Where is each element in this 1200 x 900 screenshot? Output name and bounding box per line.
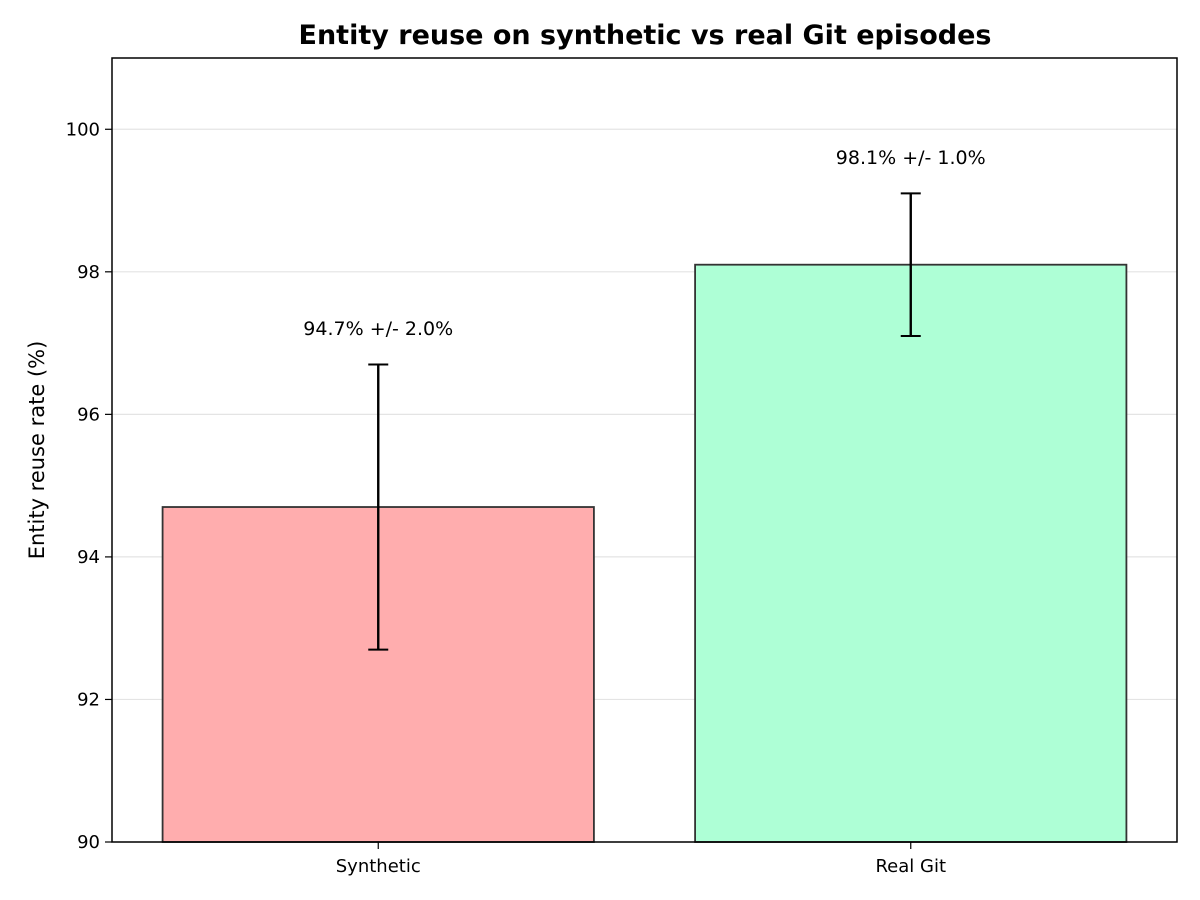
data-label: 94.7% +/- 2.0% — [303, 318, 453, 340]
y-tick-label: 94 — [77, 547, 100, 568]
y-tick-label: 92 — [77, 689, 100, 710]
y-tick-label: 90 — [77, 832, 100, 853]
x-axis-ticks: Synthetic Real Git — [336, 842, 946, 877]
bars — [161, 263, 1128, 843]
chart-title: Entity reuse on synthetic vs real Git ep… — [299, 20, 992, 51]
annotations: 94.7% +/- 2.0% 98.1% +/- 1.0% — [303, 147, 985, 340]
y-tick-label: 98 — [77, 262, 100, 283]
y-tick-label: 100 — [66, 119, 100, 140]
y-tick-label: 96 — [77, 404, 100, 425]
y-axis-ticks: 90 92 94 96 98 100 — [66, 119, 112, 853]
data-label: 98.1% +/- 1.0% — [836, 147, 986, 169]
y-axis-label: Entity reuse rate (%) — [25, 341, 49, 560]
bar — [694, 263, 1128, 843]
x-tick-label: Synthetic — [336, 856, 421, 877]
error-bars — [368, 192, 921, 651]
x-tick-label: Real Git — [875, 856, 946, 877]
plot-frame — [111, 57, 1178, 843]
